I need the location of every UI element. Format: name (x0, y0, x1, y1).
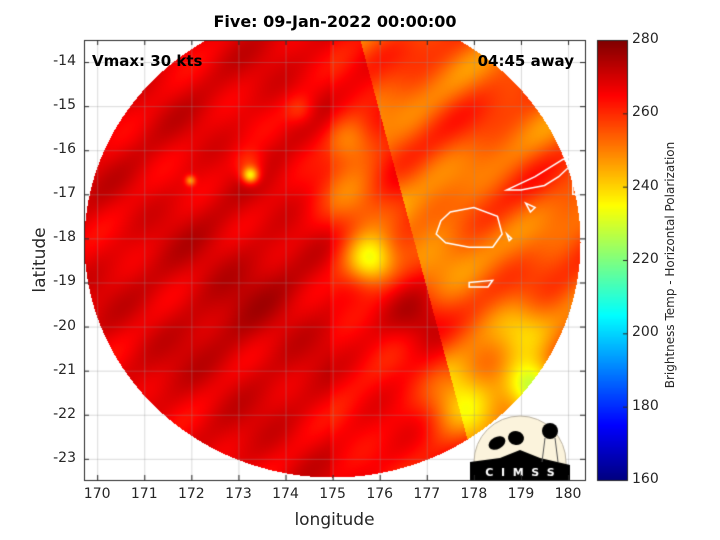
colorbar-label: Brightness Temp - Horizontal Polarizatio… (663, 141, 677, 389)
vmax-annotation: Vmax: 30 kts (92, 52, 203, 70)
colorbar-tick-label: 280 (632, 31, 659, 47)
x-tick-label: 170 (83, 486, 111, 502)
x-tick-label: 171 (130, 486, 158, 502)
x-tick-label: 176 (366, 486, 394, 502)
colorbar-tick-label: 200 (632, 324, 659, 341)
y-tick-label: -22 (53, 405, 76, 422)
x-tick-label: 172 (177, 486, 205, 502)
x-tick-label: 174 (272, 486, 299, 502)
y-tick-label: -23 (53, 449, 76, 466)
colorbar-tick-label: 220 (632, 251, 659, 267)
x-tick-label: 180 (554, 486, 582, 502)
y-tick-label: -21 (53, 361, 76, 378)
y-tick-label: -17 (53, 185, 76, 202)
colorbar-tick-label: 240 (632, 177, 659, 194)
colorbar-tick-label: 160 (632, 471, 659, 487)
chart-title: Five: 09-Jan-2022 00:00:00 (213, 12, 457, 31)
colorbar-tick-label: 260 (632, 104, 659, 121)
x-axis-label: longitude (294, 510, 375, 530)
colorbar-tick-label: 180 (632, 397, 659, 414)
y-tick-label: -15 (53, 97, 76, 114)
y-tick-label: -16 (53, 141, 76, 158)
y-tick-label: -19 (53, 273, 76, 290)
y-axis-label: latitude (30, 227, 50, 293)
time-away-annotation: 04:45 away (477, 52, 574, 70)
x-tick-label: 173 (225, 486, 252, 502)
x-tick-label: 175 (319, 486, 346, 502)
x-tick-label: 179 (507, 486, 535, 502)
x-tick-label: 178 (460, 486, 488, 502)
x-tick-label: 177 (413, 486, 441, 502)
y-tick-label: -14 (53, 53, 76, 70)
y-tick-label: -18 (53, 229, 76, 246)
y-tick-label: -20 (53, 317, 76, 334)
